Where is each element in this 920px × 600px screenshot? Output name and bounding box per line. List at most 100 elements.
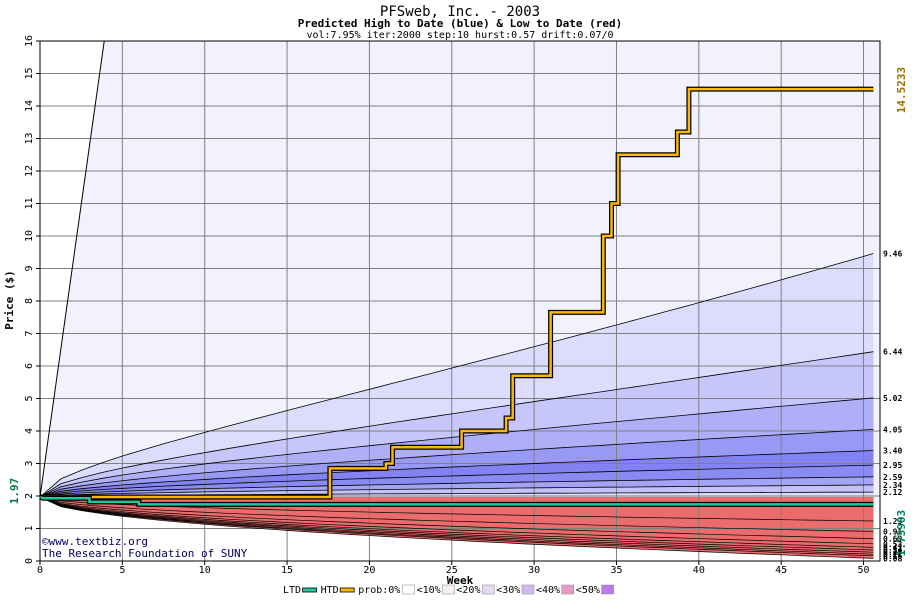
axes: 0 5 10 15 20 25 30 35 40 45 5001234567891011121314… [24, 35, 881, 576]
high-quantile-line-4 [39, 450, 874, 498]
series [39, 86, 874, 507]
htd-line [40, 87, 874, 499]
legend-swatch [402, 584, 415, 595]
low-quantile-label: 1.23 [883, 517, 902, 526]
legend-swatch [521, 584, 535, 595]
y-tick-label: 0 [24, 558, 35, 564]
y-tick-label: 8 [24, 298, 35, 304]
x-tick-label: 20 [363, 565, 375, 576]
legend-item-3: <10% [417, 584, 455, 596]
low-quantile-line-2 [39, 496, 874, 539]
high-quantile-line-7 [39, 484, 874, 498]
high-quantile-label: 2.34 [883, 481, 902, 490]
x-tick-label: 25 [446, 565, 458, 576]
y-tick-label: 2 [24, 493, 35, 499]
x-tick-label: 15 [281, 565, 293, 576]
low-quantile-label: 0.21 [883, 550, 902, 559]
low-quantile-label: 0.16 [883, 552, 902, 561]
low-quantile-label: 0.27 [883, 548, 902, 557]
x-tick-label: 5 [119, 565, 125, 576]
low-quantile-label: 0.42 [883, 543, 902, 552]
legend-swatch [561, 584, 575, 595]
x-tick-label: 40 [693, 565, 705, 576]
legend-item-1: HTD [321, 585, 355, 596]
legend-item-0: LTD [283, 585, 318, 596]
legend: LTD HTD prob:0% <10% <20% <30% <40% <50% [283, 584, 614, 596]
y-tick-label: 5 [24, 395, 35, 401]
legend-label: prob:0% [358, 585, 400, 596]
y-axis-label: Price ($) [3, 270, 16, 330]
high-quantile-label: 2.12 [883, 488, 902, 497]
high-quantile-line-3 [39, 429, 874, 498]
max-htd-label: 14.5233 [895, 67, 908, 113]
low-quantile-label: 0.69 [883, 535, 902, 544]
footer-copyright: ©www.textbiz.org [42, 535, 148, 548]
x-tick-label: 50 [858, 565, 870, 576]
legend-swatch [481, 584, 495, 595]
x-tick-label: 45 [775, 565, 787, 576]
chart-params: vol:7.95% iter:2000 step:10 hurst:0.57 d… [306, 30, 613, 41]
y-tick-label: 15 [24, 67, 35, 79]
y-tick-label: 10 [24, 230, 35, 242]
legend-label: <10% [417, 585, 441, 596]
min-ltd-label: 1.73903 [895, 510, 908, 556]
legend-label: HTD [321, 585, 339, 596]
high-quantile-label: 6.44 [883, 348, 902, 357]
legend-item-6: <40% [536, 584, 575, 596]
legend-label: LTD [283, 585, 301, 596]
low-quantile-line-3 [39, 496, 874, 545]
y-tick-label: 12 [24, 165, 35, 177]
legend-label: <50% [576, 585, 600, 596]
low-quantile-line-8 [39, 496, 874, 557]
low-quantile-line-6 [39, 496, 874, 553]
x-tick-label: 30 [528, 565, 540, 576]
legend-swatch [442, 584, 455, 595]
legend-label: <20% [456, 585, 480, 596]
y-tick-label: 14 [24, 100, 35, 112]
low-quantile-line-9 [39, 496, 874, 559]
chart-title: PFSweb, Inc. - 2003 [380, 4, 540, 20]
high-quantile-label: 5.02 [883, 394, 902, 403]
legend-label: <30% [496, 585, 520, 596]
low-quantile-label: 0.53 [883, 540, 902, 549]
upper-envelope-line [39, 40, 105, 498]
y-tick-label: 11 [24, 197, 35, 209]
chart-subtitle: Predicted High to Date (blue) & Low to D… [298, 17, 623, 30]
high-quantile-line-5 [39, 464, 874, 498]
low-quantile-line-1 [39, 496, 874, 532]
x-tick-label: 35 [610, 565, 622, 576]
high-quantile-line-2 [39, 397, 874, 498]
x-tick-label: 10 [199, 565, 211, 576]
high-quantile-line-1 [39, 351, 874, 498]
y-tick-label: 9 [24, 265, 35, 271]
high-quantile-label: 2.95 [883, 461, 902, 470]
labels: 9.46 6.44 5.02 4.05 3.40 2.95 2.592.342.12 1.23… [883, 250, 902, 564]
legend-label: <40% [536, 585, 560, 596]
y-tick-label: 16 [24, 35, 35, 47]
y-tick-label: 6 [24, 363, 35, 369]
y-tick-label: 1 [24, 525, 35, 531]
x-axis-label: Week [447, 574, 474, 587]
y-tick-label: 13 [24, 132, 35, 144]
high-quantile-label: 4.05 [883, 425, 902, 434]
legend-item-7: <50% [576, 584, 614, 596]
legend-swatch [339, 587, 355, 593]
low-quantile-label: 0.08 [883, 554, 902, 563]
high-quantile-line-6 [39, 476, 874, 498]
high-quantile-label: 9.46 [883, 250, 902, 259]
legend-item-2: prob:0% [358, 584, 415, 596]
footer-foundation: The Research Foundation of SUNY [42, 547, 248, 560]
low-quantile-label: 0.91 [883, 527, 902, 536]
legend-item-4: <20% [456, 584, 495, 596]
high-quantile-label: 3.40 [883, 447, 902, 456]
low-quantile-line-5 [39, 496, 874, 551]
high-quantile-line-0 [39, 253, 874, 498]
y-tick-label: 4 [24, 428, 35, 434]
legend-swatch [601, 584, 614, 595]
x-tick-label: 0 [37, 565, 43, 576]
start-price-label: 1.97 [8, 478, 21, 505]
y-tick-label: 3 [24, 460, 35, 466]
low-quantile-line-7 [39, 496, 874, 555]
quantile-lines [39, 40, 874, 559]
